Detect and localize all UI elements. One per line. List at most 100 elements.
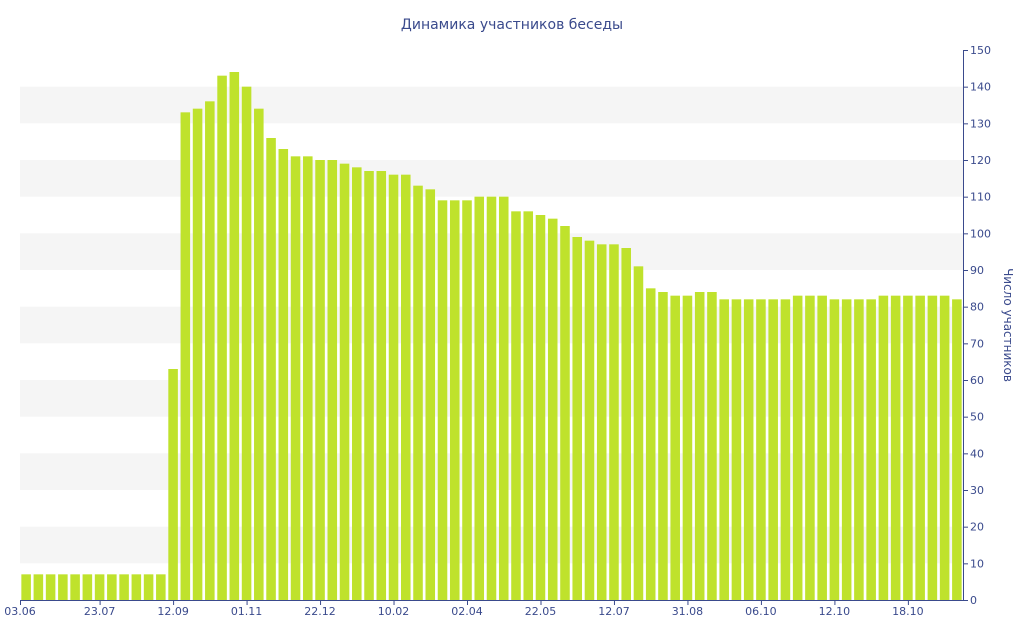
bar[interactable]: [70, 574, 80, 600]
bar[interactable]: [535, 215, 546, 600]
bar[interactable]: [21, 574, 31, 600]
bar[interactable]: [547, 218, 558, 600]
x-tick-label: 12.09: [157, 605, 189, 618]
bar[interactable]: [670, 295, 680, 600]
bar[interactable]: [915, 295, 925, 600]
x-tick-label: 18.10: [892, 605, 924, 618]
bar[interactable]: [413, 185, 423, 600]
bar[interactable]: [45, 574, 56, 600]
y-axis-ticks: 0 10 20 30 40 50 60 70 80 90 100 110 120 130 140 150: [963, 44, 991, 607]
bar[interactable]: [792, 295, 803, 600]
bar[interactable]: [156, 574, 166, 600]
bar[interactable]: [400, 174, 411, 600]
bar[interactable]: [352, 167, 362, 601]
bar[interactable]: [364, 171, 374, 600]
bar[interactable]: [339, 163, 350, 600]
bar[interactable]: [82, 574, 93, 600]
bar[interactable]: [866, 299, 876, 600]
bar[interactable]: [939, 295, 950, 600]
bar[interactable]: [180, 112, 191, 600]
x-tick-label: 03.06: [4, 605, 36, 618]
bar[interactable]: [878, 295, 889, 600]
bar[interactable]: [817, 295, 827, 600]
bar[interactable]: [609, 244, 619, 601]
x-tick-label: 23.07: [84, 605, 116, 618]
bar[interactable]: [621, 248, 631, 600]
bar[interactable]: [743, 299, 754, 600]
bar[interactable]: [927, 295, 938, 600]
bar[interactable]: [168, 369, 178, 600]
bar[interactable]: [131, 574, 142, 600]
bar[interactable]: [719, 299, 729, 600]
bar[interactable]: [584, 240, 595, 600]
x-tick-label: 12.10: [819, 605, 851, 618]
y-tick-label: 140: [970, 81, 991, 94]
bar[interactable]: [388, 174, 399, 600]
bar[interactable]: [94, 574, 105, 600]
bar[interactable]: [596, 244, 607, 601]
bar[interactable]: [376, 171, 387, 600]
bar[interactable]: [449, 200, 460, 601]
bar[interactable]: [241, 86, 252, 600]
bar[interactable]: [780, 299, 791, 600]
bar[interactable]: [425, 189, 436, 601]
bar[interactable]: [278, 149, 289, 600]
x-tick-label: 12.07: [598, 605, 630, 618]
bar[interactable]: [327, 160, 338, 600]
x-tick-label: 31.08: [672, 605, 704, 618]
bar[interactable]: [523, 211, 534, 601]
bar[interactable]: [682, 295, 693, 600]
bar[interactable]: [694, 292, 705, 600]
bar[interactable]: [560, 226, 570, 600]
y-tick-label: 80: [970, 301, 984, 314]
bar[interactable]: [192, 108, 203, 601]
bar[interactable]: [768, 299, 778, 600]
bar[interactable]: [462, 200, 472, 601]
bar[interactable]: [841, 299, 852, 600]
bar[interactable]: [498, 196, 509, 600]
bar[interactable]: [107, 574, 117, 600]
bar[interactable]: [266, 138, 276, 600]
bar[interactable]: [952, 299, 962, 600]
bar[interactable]: [217, 75, 227, 600]
chart-title: Динамика участников беседы: [401, 17, 623, 33]
bar[interactable]: [254, 108, 264, 601]
bars: [21, 72, 962, 601]
bar[interactable]: [511, 211, 521, 601]
bar[interactable]: [572, 237, 583, 600]
bar[interactable]: [315, 160, 325, 600]
bar[interactable]: [119, 574, 129, 600]
bar[interactable]: [58, 574, 68, 600]
bar[interactable]: [290, 156, 301, 601]
y-tick-label: 60: [970, 374, 984, 387]
x-tick-label: 02.04: [451, 605, 483, 618]
bar[interactable]: [205, 101, 215, 600]
bar[interactable]: [658, 292, 668, 600]
bar[interactable]: [903, 295, 913, 600]
bar[interactable]: [437, 200, 448, 601]
x-tick-label: 06.10: [745, 605, 777, 618]
x-tick-label: 22.12: [304, 605, 336, 618]
bar[interactable]: [645, 288, 656, 600]
bar[interactable]: [486, 196, 497, 600]
bar[interactable]: [854, 299, 864, 600]
bar[interactable]: [474, 196, 485, 600]
bar[interactable]: [303, 156, 313, 601]
bar[interactable]: [890, 295, 901, 600]
bar[interactable]: [805, 295, 815, 600]
y-tick-label: 150: [970, 44, 991, 57]
y-tick-label: 120: [970, 154, 991, 167]
bar[interactable]: [756, 299, 766, 600]
bar[interactable]: [731, 299, 742, 600]
bar[interactable]: [633, 266, 644, 600]
y-tick-label: 70: [970, 337, 984, 350]
bar[interactable]: [829, 299, 840, 600]
y-tick-label: 0: [970, 594, 977, 607]
bar[interactable]: [229, 72, 240, 600]
bar[interactable]: [33, 574, 44, 600]
bar[interactable]: [707, 292, 717, 600]
grid-band: [20, 86, 963, 124]
bar[interactable]: [143, 574, 154, 600]
